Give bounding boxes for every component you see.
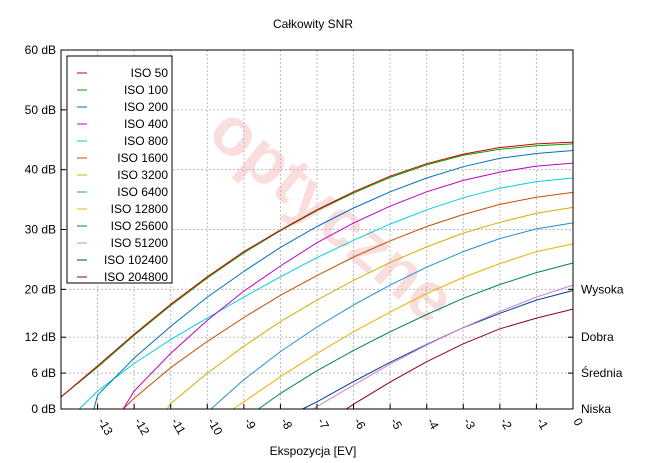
- series-line: [232, 243, 574, 410]
- legend-label: ISO 100: [124, 83, 168, 97]
- series-line: [302, 290, 574, 410]
- legend: ISO 50 ISO 100 ISO 200 ISO 400 ISO 800 ISO 16…: [66, 55, 173, 284]
- series-line: [313, 284, 574, 410]
- legend-label: ISO 400: [124, 117, 168, 131]
- series-line: [60, 141, 574, 398]
- series-line: [258, 262, 574, 410]
- right-axis-label: Wysoka: [581, 282, 624, 296]
- legend-label: ISO 800: [124, 134, 168, 148]
- series-line: [78, 177, 574, 410]
- y-tick-label: 30 dB: [25, 223, 56, 237]
- legend-label: ISO 25600: [111, 219, 169, 233]
- y-tick-label: 12 dB: [25, 330, 56, 344]
- series-line: [122, 191, 574, 410]
- right-axis-label: Średnia: [581, 365, 623, 380]
- legend-label: ISO 50: [131, 66, 169, 80]
- series-group: [60, 141, 574, 410]
- y-tick-label: 20 dB: [25, 282, 56, 296]
- legend-label: ISO 51200: [111, 236, 169, 250]
- legend-label: ISO 200: [124, 100, 168, 114]
- legend-label: ISO 3200: [117, 168, 168, 182]
- series-line: [346, 308, 574, 410]
- legend-label: ISO 12800: [111, 202, 169, 216]
- series-line: [122, 162, 574, 410]
- x-axis-label: Ekspozycja [EV]: [270, 444, 357, 458]
- y-tick-label: 50 dB: [25, 103, 56, 117]
- legend-box: [66, 55, 173, 284]
- series-line: [166, 206, 574, 410]
- y-tick-label: 60 dB: [25, 43, 56, 57]
- series-line: [210, 222, 574, 410]
- chart-title: Całkowity SNR: [273, 17, 353, 31]
- y-tick-label: 40 dB: [25, 163, 56, 177]
- series-line: [93, 150, 574, 410]
- right-axis-label: Niska: [581, 402, 611, 416]
- legend-label: ISO 204800: [104, 270, 168, 284]
- y-tick-label: 0 dB: [31, 402, 56, 416]
- series-line: [60, 143, 574, 398]
- legend-label: ISO 1600: [117, 151, 168, 165]
- right-axis-label: Dobra: [581, 330, 614, 344]
- y-tick-label: 6 dB: [31, 366, 56, 380]
- legend-label: ISO 102400: [104, 253, 168, 267]
- legend-label: ISO 6400: [117, 185, 168, 199]
